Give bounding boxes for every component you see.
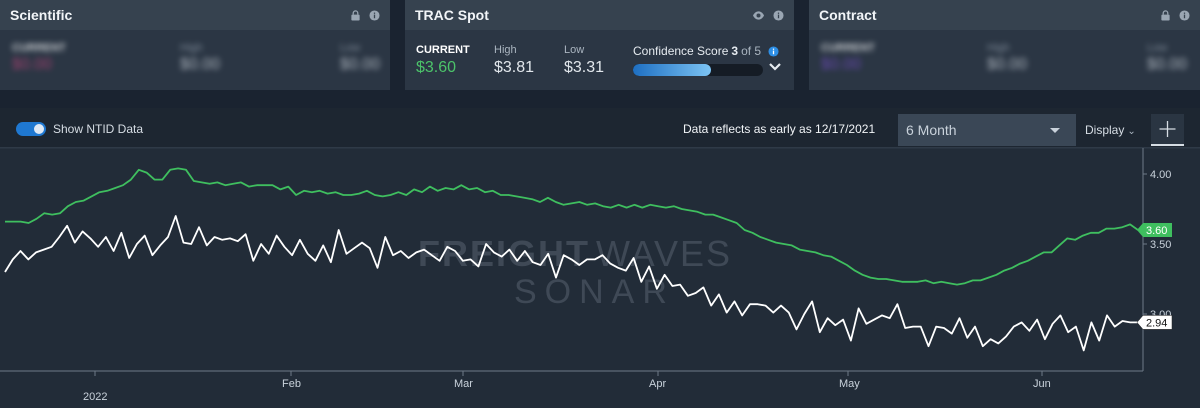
badge-label: 3.60: [1146, 225, 1167, 237]
trac-current-label: CURRENT: [416, 44, 470, 56]
trac-high-value: $3.81: [494, 59, 535, 76]
trac-high-label: High: [494, 44, 517, 56]
confidence-bar: [633, 64, 763, 76]
scientific-card-header: Scientific: [0, 0, 390, 30]
scientific-card-body: CURRENT $0.00 High $0.00 Low $0.00: [0, 30, 390, 90]
trac-card-body: CURRENT $3.60 High $3.81 Low $3.31 Confi…: [405, 30, 794, 90]
contract-card-body: CURRENT $0.00 High $0.00 Low $0.00: [809, 30, 1200, 90]
crosshair-button[interactable]: [1151, 114, 1184, 146]
value-badges: 3.60 2.94: [1136, 223, 1173, 330]
chevron-down-icon: ⌄: [1127, 126, 1136, 137]
x-tick-label: Jun: [1033, 378, 1051, 390]
value-badge: 3.60: [1137, 223, 1172, 237]
data-reflects-text: Data reflects as early as 12/17/2021: [683, 122, 876, 136]
info-icon[interactable]: [369, 9, 380, 21]
confidence-of: of 5: [741, 44, 762, 58]
chart-panel: Show NTID Data Data reflects as early as…: [0, 108, 1200, 408]
caret-down-icon: [1050, 127, 1060, 133]
confidence-score: Confidence Score 3 of 5: [633, 44, 789, 76]
contract-card-header: Contract: [809, 0, 1200, 30]
confidence-bar-fill: [633, 64, 711, 76]
scientific-current-value: $0.00: [12, 56, 53, 73]
scientific-low-value: $0.00: [340, 56, 381, 73]
ntid-toggle[interactable]: [16, 122, 46, 136]
display-label: Display: [1085, 123, 1125, 137]
chart-toolbar: Show NTID Data Data reflects as early as…: [0, 108, 1200, 148]
x-ticks: 2022 Feb Mar Apr May Jun: [83, 371, 1051, 403]
info-icon[interactable]: [768, 45, 779, 57]
trac-title: TRAC Spot: [415, 7, 489, 23]
trac-low-label: Low: [564, 44, 585, 56]
info-icon[interactable]: [773, 9, 784, 21]
trac-card-header: TRAC Spot: [405, 0, 794, 30]
series-line-white: [4, 215, 1138, 352]
lock-icon[interactable]: [350, 9, 361, 21]
badge-label: 2.94: [1146, 317, 1167, 329]
watermark: FREIGHT WAVES SONAR: [418, 233, 730, 311]
x-tick-label: Feb: [282, 378, 301, 390]
series-line-green: [5, 167, 1139, 286]
contract-low-value: $0.00: [1147, 56, 1188, 73]
watermark-sonar: SONAR: [514, 273, 675, 311]
series-group: [4, 167, 1139, 352]
y-ticks: 4.003.503.00: [1143, 169, 1171, 321]
y-tick-label: 4.00: [1150, 169, 1171, 181]
contract-low-label: Low: [1147, 42, 1168, 54]
info-icon[interactable]: [1179, 9, 1190, 21]
scientific-current-label: CURRENT: [12, 42, 66, 54]
contract-high-label: High: [987, 42, 1010, 54]
display-menu[interactable]: Display ⌄: [1085, 123, 1136, 137]
contract-high-value: $0.00: [987, 56, 1028, 73]
range-select[interactable]: 6 Month: [898, 114, 1076, 146]
contract-card: Contract CURRENT $0.00 High $0.00 Low $0…: [809, 0, 1200, 90]
x-tick-label: May: [839, 378, 860, 390]
x-tick-label: Mar: [454, 378, 473, 390]
scientific-high-label: High: [180, 42, 203, 54]
scientific-card: Scientific CURRENT $0.00 High $0.00 Low …: [0, 0, 390, 90]
scientific-title: Scientific: [10, 7, 73, 23]
eye-icon[interactable]: [752, 10, 765, 21]
range-select-value: 6 Month: [906, 122, 957, 138]
trac-current-value: $3.60: [416, 59, 457, 76]
contract-title: Contract: [819, 7, 877, 23]
crosshair-icon: [1159, 121, 1176, 137]
trac-low-value: $3.31: [564, 59, 605, 76]
confidence-score-value: 3: [731, 44, 739, 58]
value-badge: 2.94: [1136, 315, 1173, 330]
contract-current-value: $0.00: [821, 56, 862, 73]
lock-icon[interactable]: [1160, 9, 1171, 21]
confidence-label: Confidence Score: [633, 44, 729, 58]
x-tick-label: 2022: [83, 391, 107, 403]
ntid-toggle-label: Show NTID Data: [53, 122, 144, 136]
toggle-knob: [34, 124, 44, 134]
chevron-down-icon[interactable]: [768, 62, 782, 72]
x-tick-label: Apr: [649, 378, 666, 390]
scientific-high-value: $0.00: [180, 56, 221, 73]
scientific-low-label: Low: [340, 42, 361, 54]
price-chart[interactable]: FREIGHT WAVES SONAR 4.003.503.00 2022Feb…: [0, 148, 1200, 408]
trac-spot-card: TRAC Spot CURRENT $3.60 High $3.81 Low $…: [405, 0, 794, 90]
y-tick-label: 3.50: [1150, 239, 1171, 251]
contract-current-label: CURRENT: [821, 42, 875, 54]
